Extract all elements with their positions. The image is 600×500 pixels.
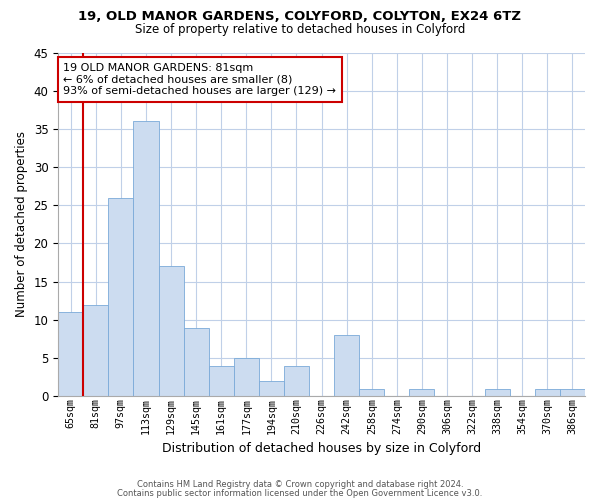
Y-axis label: Number of detached properties: Number of detached properties [15, 132, 28, 318]
Bar [83, 304, 109, 396]
Bar [560, 388, 585, 396]
Bar [209, 366, 234, 396]
Bar [334, 335, 359, 396]
Bar [109, 198, 133, 396]
Bar [284, 366, 309, 396]
Bar [133, 122, 158, 396]
X-axis label: Distribution of detached houses by size in Colyford: Distribution of detached houses by size … [162, 442, 481, 455]
Bar [359, 388, 384, 396]
Bar [259, 381, 284, 396]
Text: Contains public sector information licensed under the Open Government Licence v3: Contains public sector information licen… [118, 488, 482, 498]
Bar [158, 266, 184, 396]
Bar [58, 312, 83, 396]
Bar [234, 358, 259, 397]
Bar [485, 388, 510, 396]
Bar [535, 388, 560, 396]
Text: 19 OLD MANOR GARDENS: 81sqm
← 6% of detached houses are smaller (8)
93% of semi-: 19 OLD MANOR GARDENS: 81sqm ← 6% of deta… [64, 63, 337, 96]
Bar [409, 388, 434, 396]
Bar [184, 328, 209, 396]
Text: 19, OLD MANOR GARDENS, COLYFORD, COLYTON, EX24 6TZ: 19, OLD MANOR GARDENS, COLYFORD, COLYTON… [79, 10, 521, 23]
Text: Size of property relative to detached houses in Colyford: Size of property relative to detached ho… [135, 22, 465, 36]
Text: Contains HM Land Registry data © Crown copyright and database right 2024.: Contains HM Land Registry data © Crown c… [137, 480, 463, 489]
